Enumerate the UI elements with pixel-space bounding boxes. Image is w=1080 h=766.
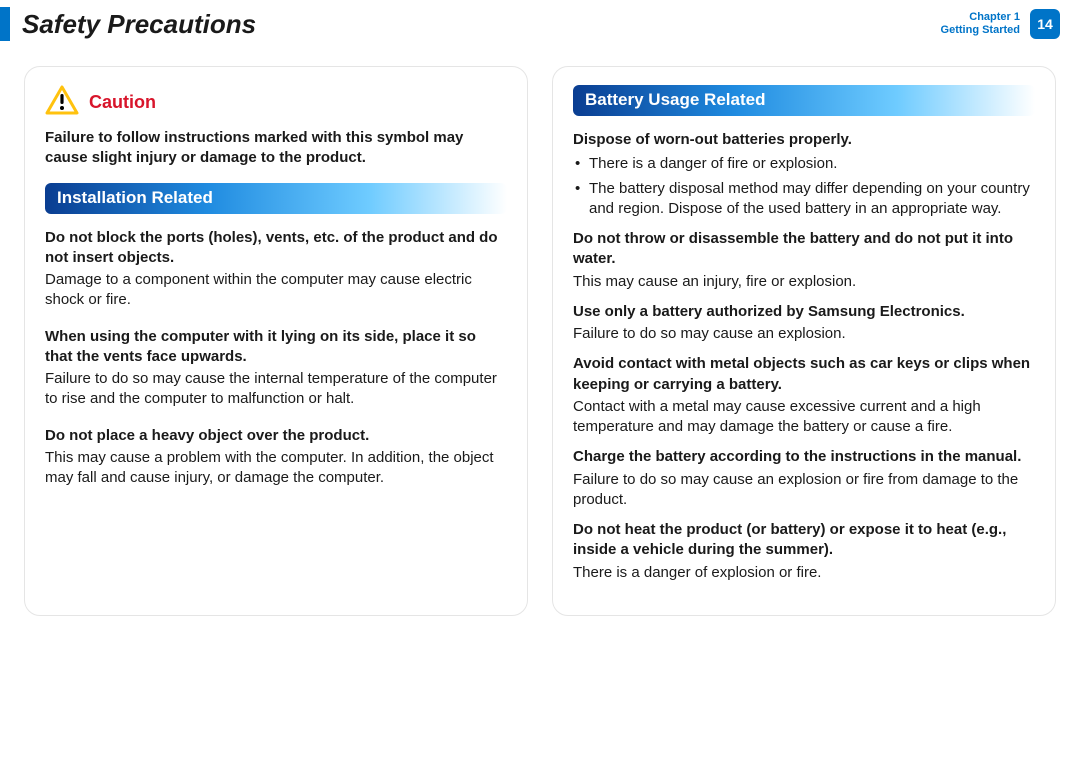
- item-body: Failure to do so may cause an explosion …: [573, 470, 1035, 511]
- section-banner-installation: Installation Related: [45, 183, 507, 214]
- item-heading: Do not block the ports (holes), vents, e…: [45, 228, 507, 269]
- battery-item: Do not heat the product (or battery) or …: [573, 520, 1035, 583]
- installation-item: Do not place a heavy object over the pro…: [45, 426, 507, 489]
- bullet-item: The battery disposal method may differ d…: [573, 179, 1035, 220]
- item-heading: Do not throw or disassemble the battery …: [573, 229, 1035, 270]
- item-heading: Charge the battery according to the inst…: [573, 447, 1035, 467]
- item-body: This may cause a problem with the comput…: [45, 448, 507, 489]
- caution-description: Failure to follow instructions marked wi…: [45, 128, 507, 169]
- item-body: Damage to a component within the compute…: [45, 270, 507, 311]
- item-heading: Do not heat the product (or battery) or …: [573, 520, 1035, 561]
- left-column: Caution Failure to follow instructions m…: [24, 66, 528, 616]
- item-heading: When using the computer with it lying on…: [45, 327, 507, 368]
- chapter-block: Chapter 1 Getting Started 14: [941, 9, 1060, 39]
- battery-item: Dispose of worn-out batteries properly. …: [573, 130, 1035, 219]
- item-heading: Do not place a heavy object over the pro…: [45, 426, 507, 446]
- item-heading: Avoid contact with metal objects such as…: [573, 354, 1035, 395]
- chapter-line1: Chapter 1: [941, 11, 1020, 24]
- section-banner-battery: Battery Usage Related: [573, 85, 1035, 116]
- page-title: Safety Precautions: [22, 9, 941, 40]
- battery-item: Use only a battery authorized by Samsung…: [573, 302, 1035, 345]
- item-body: Contact with a metal may cause excessive…: [573, 397, 1035, 438]
- installation-item: Do not block the ports (holes), vents, e…: [45, 228, 507, 311]
- chapter-line2: Getting Started: [941, 24, 1020, 37]
- item-body: Failure to do so may cause the internal …: [45, 369, 507, 410]
- caution-icon: [45, 85, 79, 120]
- right-column: Battery Usage Related Dispose of worn-ou…: [552, 66, 1056, 616]
- installation-item: When using the computer with it lying on…: [45, 327, 507, 410]
- item-body: Failure to do so may cause an explosion.: [573, 324, 1035, 344]
- battery-item: Charge the battery according to the inst…: [573, 447, 1035, 510]
- chapter-text: Chapter 1 Getting Started: [941, 11, 1020, 37]
- item-body: There is a danger of explosion or fire.: [573, 563, 1035, 583]
- content-columns: Caution Failure to follow instructions m…: [0, 48, 1080, 616]
- caution-row: Caution: [45, 85, 507, 120]
- page-header: Safety Precautions Chapter 1 Getting Sta…: [0, 0, 1080, 48]
- item-body: This may cause an injury, fire or explos…: [573, 272, 1035, 292]
- page-number-badge: 14: [1030, 9, 1060, 39]
- bullet-item: There is a danger of fire or explosion.: [573, 154, 1035, 174]
- caution-label: Caution: [89, 92, 156, 113]
- item-heading: Dispose of worn-out batteries properly.: [573, 130, 1035, 150]
- title-accent-bar: [0, 7, 10, 41]
- item-heading: Use only a battery authorized by Samsung…: [573, 302, 1035, 322]
- item-bullets: There is a danger of fire or explosion. …: [573, 154, 1035, 219]
- battery-item: Avoid contact with metal objects such as…: [573, 354, 1035, 437]
- battery-item: Do not throw or disassemble the battery …: [573, 229, 1035, 292]
